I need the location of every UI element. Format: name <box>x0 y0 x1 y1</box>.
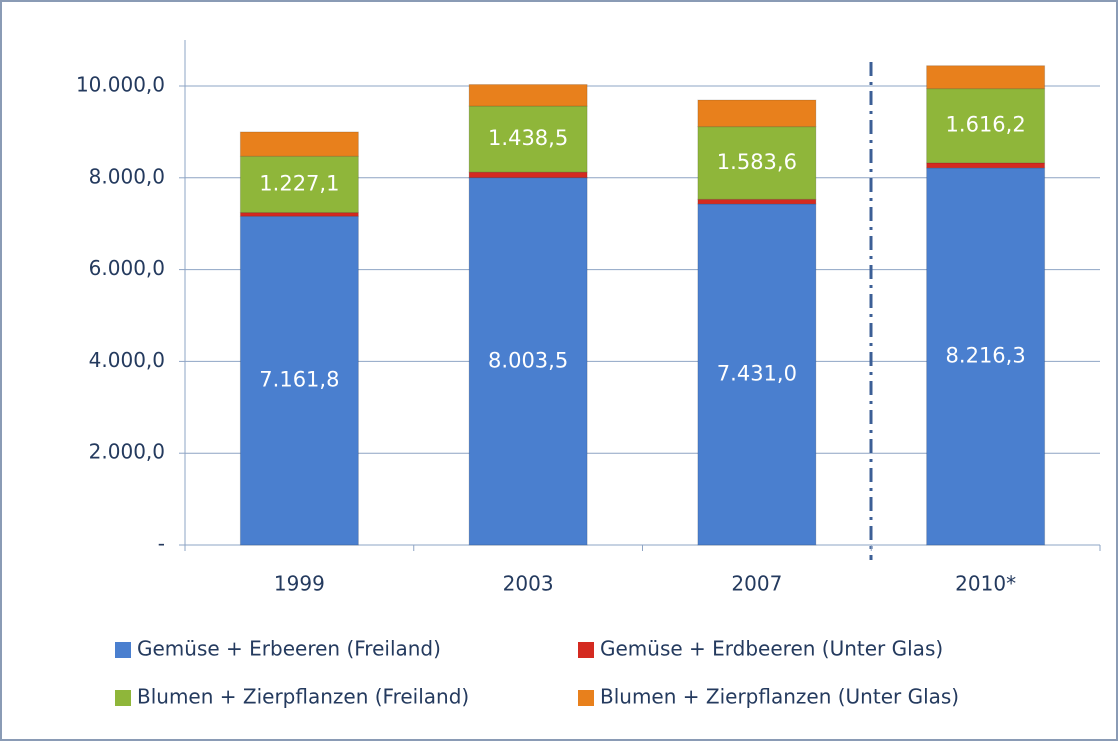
bar-segment <box>697 99 817 128</box>
x-tick-label: 2003 <box>503 572 554 596</box>
bar-segment <box>697 198 817 205</box>
data-label: 1.227,1 <box>259 171 339 195</box>
bar-segment <box>697 203 817 546</box>
data-label: 1.616,2 <box>946 113 1026 137</box>
legend-swatch <box>115 690 131 706</box>
y-tick-label: 4.000,0 <box>89 348 165 372</box>
bar-segment <box>239 131 359 157</box>
legend-swatch <box>115 642 131 658</box>
y-tick-label: 2.000,0 <box>89 440 165 464</box>
bar-segment <box>926 162 1046 169</box>
legend-label: Gemüse + Erdbeeren (Unter Glas) <box>600 637 943 661</box>
legend-label: Blumen + Zierpflanzen (Unter Glas) <box>600 685 959 709</box>
data-label: 8.003,5 <box>488 348 568 372</box>
x-tick-label: 2007 <box>731 572 782 596</box>
legend-label: Blumen + Zierpflanzen (Freiland) <box>137 685 469 709</box>
legend-label: Gemüse + Erbeeren (Freiland) <box>137 637 441 661</box>
data-label: 7.431,0 <box>717 361 797 385</box>
y-tick-label: 8.000,0 <box>89 164 165 188</box>
bar-segment <box>468 84 588 107</box>
legend-swatch <box>578 642 594 658</box>
bar-segment <box>926 167 1046 546</box>
bar-segment <box>239 215 359 546</box>
bar-segment <box>239 212 359 217</box>
bar-segment <box>697 126 817 200</box>
bar-segment <box>239 155 359 214</box>
data-label: 1.583,6 <box>717 150 797 174</box>
bar-segment <box>468 177 588 546</box>
bar-segment <box>926 88 1046 164</box>
data-label: 8.216,3 <box>946 343 1026 367</box>
y-tick-label: 6.000,0 <box>89 256 165 280</box>
bar-segment <box>926 65 1046 90</box>
data-label: 7.161,8 <box>259 368 339 392</box>
x-tick-label: 1999 <box>274 572 325 596</box>
data-label: 1.438,5 <box>488 126 568 150</box>
x-tick-label: 2010* <box>955 572 1016 596</box>
bar-segment <box>468 171 588 179</box>
bar-segment <box>468 105 588 173</box>
legend-swatch <box>578 690 594 706</box>
y-tick-label: 10.000,0 <box>76 73 165 97</box>
y-tick-label: - <box>158 532 165 556</box>
